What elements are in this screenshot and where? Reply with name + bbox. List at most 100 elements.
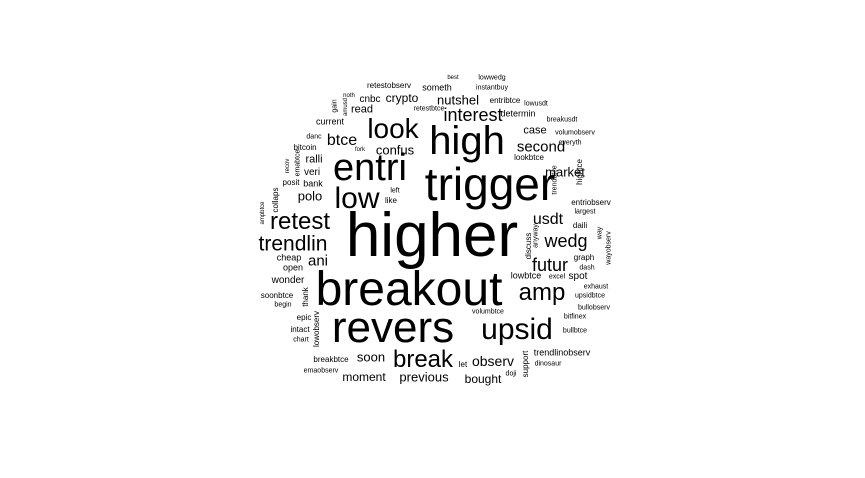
word-cnbc: cnbc (359, 94, 381, 105)
word-trigger: trigger (424, 158, 556, 210)
word-fork: fork (354, 147, 366, 153)
word-support: support (521, 350, 530, 378)
word-revers: revers (331, 303, 455, 352)
word-lowobserv: lowobserv (312, 310, 321, 348)
word-usdt: usdt (532, 211, 564, 228)
word-bank: bank (303, 178, 323, 189)
word-market: market (545, 164, 585, 180)
word-current: current (315, 116, 345, 127)
word-ampbtce: ampbtce (260, 201, 266, 225)
word-bitfinex: bitfinex (563, 313, 587, 321)
word-like: like (384, 196, 398, 205)
word-breakbtce: breakbtce (313, 355, 349, 364)
word-emaobserv: emaobserv (303, 367, 339, 375)
word-chart: chart (293, 336, 309, 344)
word-previous: previous (399, 369, 449, 385)
word-exhaust: exhaust (583, 283, 609, 291)
word-amusd: amusd (343, 97, 349, 117)
word-crypto: crypto (385, 91, 419, 105)
word-emabtce: emabtce (294, 149, 302, 177)
word-lowusdt: lowusdt (524, 100, 548, 108)
word-way: way (596, 226, 604, 240)
word-recov: recov (285, 158, 291, 174)
word-low: low (334, 182, 380, 215)
word-entriobserv: entriobserv (571, 198, 611, 207)
word-lookbtce: lookbtce (514, 153, 544, 162)
word-spot: spot (568, 271, 588, 282)
word-left: left (390, 187, 400, 195)
word-soonbtce: soonbtce (260, 291, 294, 300)
word-wonder: wonder (271, 275, 305, 286)
word-begin: begin (274, 301, 292, 309)
word-breakusdt: breakusdt (546, 116, 578, 124)
word-bitcoin: bitcoin (293, 143, 317, 152)
word-look: look (367, 113, 419, 144)
word-bought: bought (464, 372, 502, 386)
word-high: high (429, 119, 505, 163)
word-volumbtce: volumbtce (472, 308, 504, 316)
word-upsidbtce: upsidbtce (575, 292, 605, 300)
word-bullbtce: bullbtce (562, 327, 588, 335)
word-moment: moment (342, 370, 386, 384)
word-instantbuy: instantbuy (476, 84, 508, 92)
word-determin: determin (500, 108, 536, 119)
word-confus: confus (375, 142, 415, 158)
word-second: second (516, 138, 566, 156)
word-intact: intact (290, 325, 310, 334)
word-wedg: wedg (544, 231, 588, 251)
word-interest: interest (443, 105, 503, 125)
word-excel: excel (548, 273, 566, 281)
word-thank: thank (301, 287, 310, 307)
word-ralli: ralli (305, 153, 323, 166)
word-futur: futur (531, 255, 569, 275)
word-everyth: everyth (558, 139, 582, 147)
word-gain: gain (331, 99, 339, 113)
word-anyway: anyway (532, 224, 540, 248)
word-retestobserv: retestobserv (366, 81, 412, 90)
word-open: open (282, 262, 304, 273)
word-best: best (447, 75, 459, 81)
word-epic: epic (296, 313, 312, 322)
word-veri: veri (303, 167, 321, 178)
word-retestbtce: retestbtce (413, 105, 445, 113)
word-breakout: breakout (315, 263, 503, 316)
word-lowwedg: lowwedg (478, 74, 506, 82)
word-hightce: hightce (575, 159, 584, 185)
word-read: read (350, 103, 374, 116)
word-volumobserv: volumobserv (555, 129, 595, 137)
word-discuss: discuss (524, 232, 533, 260)
word-daili: daili (572, 221, 588, 230)
word-bullobserv: bullobserv (578, 304, 610, 312)
word-cheap: cheap (276, 252, 302, 263)
word-let: let (458, 360, 468, 369)
word-amp: amp (518, 279, 566, 306)
word-break: break (392, 346, 454, 373)
word-entribtce: entribtce (489, 96, 521, 105)
word-entri: entri (333, 147, 407, 189)
word-dash: dash (579, 264, 595, 272)
word-btce: btce (326, 132, 358, 149)
word-lowbtce: lowbtce (510, 270, 542, 281)
word-doji: doji (505, 370, 517, 378)
word-higher: higher (345, 201, 519, 270)
word-soon: soon (356, 349, 386, 365)
word-polo: polo (297, 188, 323, 204)
word-nutshel: nutshel (437, 92, 479, 108)
word-graph: graph (573, 253, 595, 262)
word-trendlin: trendlin (258, 232, 328, 256)
word-trendlinobserv: trendlinobserv (533, 347, 591, 358)
word-posit: posit (282, 178, 300, 187)
word-someth: someth (422, 82, 452, 93)
word-upsid: upsid (481, 313, 553, 346)
word-observ: observ (471, 353, 515, 369)
word-noth: noth (343, 93, 355, 99)
word-case: case (523, 124, 547, 137)
word-retest: retest (269, 208, 331, 235)
word-dinosaur: dinosaur (534, 360, 562, 368)
word-trendbtce: trendbtce (551, 165, 559, 195)
word-ani: ani (307, 252, 329, 270)
word-danc: danc (306, 133, 322, 141)
word-collaps: collaps (271, 187, 280, 213)
word-wayobserv: wayobserv (605, 231, 613, 265)
